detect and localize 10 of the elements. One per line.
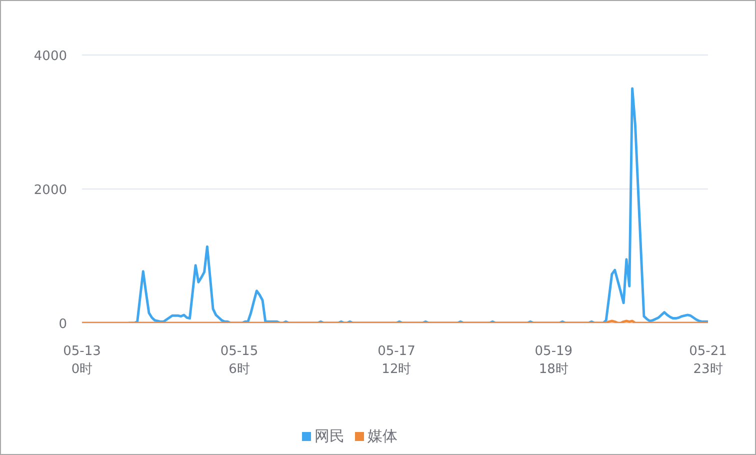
legend-label: 网民 <box>314 427 344 445</box>
y-tick-label: 2000 <box>34 183 67 198</box>
x-tick-label: 05-13 0时 <box>63 344 101 377</box>
x-tick-label: 05-21 23时 <box>689 344 727 377</box>
y-tick-label: 4000 <box>34 49 67 64</box>
x-tick-label: 05-17 12时 <box>378 344 416 377</box>
legend-label: 媒体 <box>368 427 398 445</box>
x-tick-label: 05-15 6时 <box>220 344 258 377</box>
y-tick-label: 0 <box>58 317 67 332</box>
x-tick-label: 05-19 18时 <box>534 344 573 377</box>
